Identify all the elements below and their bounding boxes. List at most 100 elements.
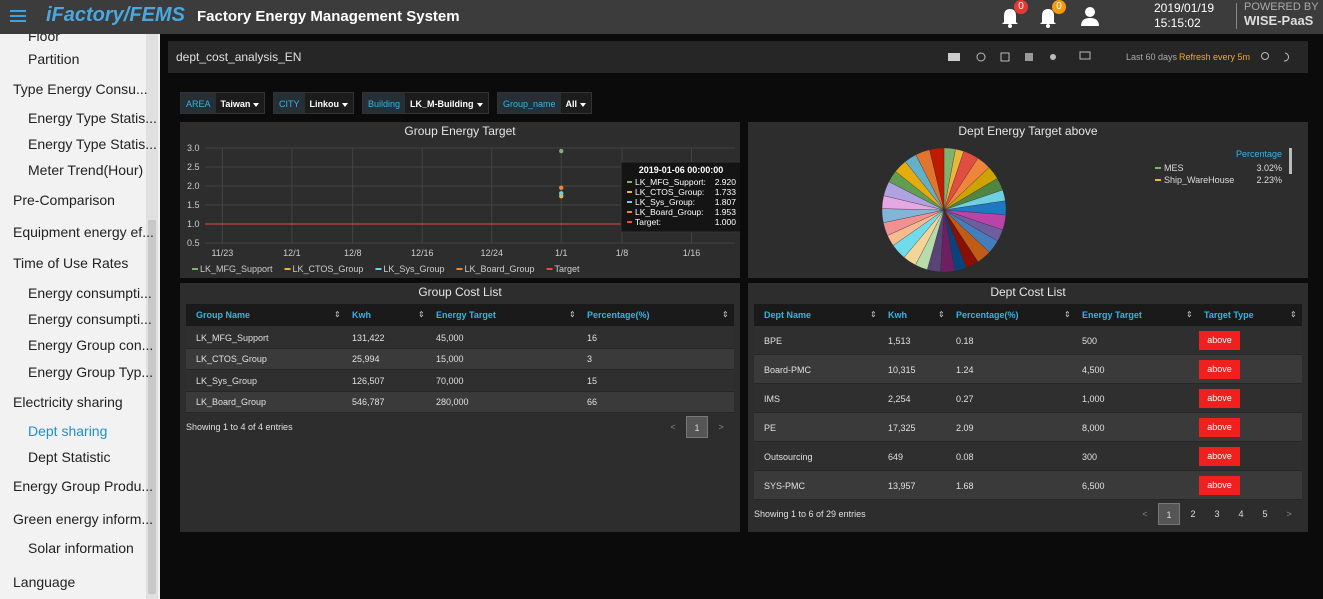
filter-value[interactable]: Taiwan — [216, 93, 265, 113]
menu-item[interactable]: Pre-Comparison — [13, 192, 115, 208]
table-cell: 546,787 — [352, 397, 385, 408]
refresh[interactable]: Refresh every 5m — [1179, 52, 1251, 62]
column-header[interactable]: Group Name — [196, 310, 251, 320]
menu-item[interactable]: Language — [13, 574, 76, 590]
page-button[interactable]: < — [1142, 509, 1148, 519]
table-header — [754, 304, 1302, 326]
sort-icon[interactable]: ⇕ — [1064, 310, 1071, 319]
tooltip-label: LK_Sys_Group: — [635, 197, 695, 207]
table-cell: 1.68 — [956, 480, 974, 491]
filter[interactable]: Building LK_M-Building — [362, 92, 489, 114]
caret — [253, 102, 260, 107]
menu-item[interactable]: Energy consumpti... — [28, 285, 152, 301]
menu-item[interactable]: Energy Group Produ... — [13, 478, 154, 494]
pie-slice[interactable] — [929, 147, 945, 211]
panel-title: Group Energy Target — [404, 124, 516, 138]
scroll-thumb[interactable] — [148, 220, 156, 594]
table-cell: 3 — [587, 354, 593, 365]
legend-label[interactable]: MES — [1164, 163, 1184, 173]
legend-label[interactable]: Target — [555, 264, 581, 274]
menu-item[interactable]: Energy Group con... — [28, 337, 154, 353]
table-cell: 15,000 — [436, 354, 464, 365]
column-header[interactable]: Percentage(%) — [587, 310, 650, 320]
sort-icon[interactable]: ⇕ — [870, 310, 877, 319]
legend-label[interactable]: LK_MFG_Support — [200, 264, 273, 274]
x-tick-label: 12/8 — [344, 248, 362, 258]
sort-icon[interactable]: ⇕ — [1290, 310, 1297, 319]
column-header[interactable]: Target Type — [1204, 310, 1254, 320]
caret — [476, 102, 483, 107]
filter[interactable]: CITY Linkou — [273, 92, 355, 114]
page-button[interactable]: > — [718, 422, 724, 432]
toolbar-icons[interactable] — [943, 49, 1083, 65]
menu-item[interactable]: Type Energy Consu... — [13, 81, 148, 97]
legend-label[interactable]: Ship_WareHouse — [1164, 175, 1234, 185]
time-range[interactable]: Last 60 days — [1126, 52, 1178, 62]
user-icon[interactable] — [1080, 6, 1100, 26]
tooltip-label: Target: — [635, 217, 661, 227]
menu-item[interactable]: Equipment energy ef... — [13, 224, 154, 240]
filter-value[interactable]: LK_M-Building — [405, 93, 488, 113]
sort-icon[interactable]: ⇕ — [722, 310, 729, 319]
legend-label[interactable]: LK_Sys_Group — [383, 264, 444, 274]
menu-item[interactable]: Green energy inform... — [13, 511, 154, 527]
filter[interactable]: AREA Taiwan — [180, 92, 266, 114]
y-tick-label: 1.5 — [187, 200, 200, 210]
sidebar: Floor Partition Type Energy Consu... Energy… — [0, 34, 160, 599]
column-header[interactable]: Kwh — [888, 310, 907, 320]
menu-item[interactable]: Solar information — [28, 540, 134, 556]
y-tick-label: 0.5 — [187, 238, 200, 248]
column-header[interactable]: Energy Target — [436, 310, 496, 320]
menu-item[interactable]: Partition — [28, 51, 80, 67]
filter-value[interactable]: Linkou — [305, 93, 354, 113]
alert-icon[interactable] — [1000, 6, 1022, 28]
sort-icon[interactable]: ⇕ — [569, 310, 576, 319]
legend-value: 2.23% — [1256, 175, 1282, 185]
sort-icon[interactable]: ⇕ — [334, 310, 341, 319]
legend-label[interactable]: LK_CTOS_Group — [293, 264, 364, 274]
menu-item[interactable]: Dept sharing — [28, 423, 108, 439]
tooltip-label: LK_CTOS_Group: — [635, 187, 704, 197]
page-button[interactable]: 1 — [1158, 503, 1180, 525]
sort-icon[interactable]: ⇕ — [1186, 310, 1193, 319]
sort-icon[interactable]: ⇕ — [418, 310, 425, 319]
page-button[interactable]: > — [1286, 509, 1292, 519]
menu-item[interactable]: Electricity sharing — [13, 394, 123, 410]
column-header[interactable]: Percentage(%) — [956, 310, 1019, 320]
screen-icon[interactable] — [1078, 49, 1094, 65]
page-button[interactable]: 4 — [1238, 509, 1244, 519]
menu-item[interactable]: Floor — [28, 34, 60, 44]
legend-label[interactable]: LK_Board_Group — [464, 264, 534, 274]
filters: AREA Taiwan CITY Linkou Building LK_M-Buildin… — [180, 92, 780, 114]
menu-item[interactable]: Energy Type Statis... — [28, 136, 157, 152]
header: iFactory/FEMS Factory Energy Management … — [0, 0, 1323, 34]
menu-icon[interactable] — [10, 9, 28, 25]
alert-icon[interactable] — [1038, 6, 1060, 28]
column-header[interactable]: Energy Target — [1082, 310, 1142, 320]
panel-title: Group Cost List — [418, 285, 502, 299]
zoom-icons[interactable] — [1258, 49, 1298, 65]
table-cell: 4,500 — [1082, 364, 1105, 375]
menu-item[interactable]: Meter Trend(Hour) — [28, 162, 144, 178]
page-button[interactable]: 5 — [1262, 509, 1268, 519]
panel-title: Dept Energy Target above — [958, 124, 1098, 138]
column-header[interactable]: Kwh — [352, 310, 371, 320]
menu-item[interactable]: Energy Type Statis... — [28, 110, 157, 126]
menu-item[interactable]: Time of Use Rates — [13, 255, 129, 271]
tooltip-box — [620, 161, 740, 233]
menu-item[interactable]: Energy Group Typ... — [28, 364, 154, 380]
page-button[interactable]: 2 — [1190, 509, 1196, 519]
legend-scroll — [1289, 148, 1292, 174]
filter-value[interactable]: All — [561, 93, 592, 113]
sort-icon[interactable]: ⇕ — [938, 310, 945, 319]
page-button[interactable]: 3 — [1214, 509, 1220, 519]
column-header[interactable]: Dept Name — [764, 310, 812, 320]
menu-item[interactable]: Dept Statistic — [28, 449, 111, 465]
page-button[interactable]: 1 — [686, 416, 708, 438]
table-cell: 0.18 — [956, 335, 974, 346]
filter[interactable]: Group_name All — [497, 92, 593, 114]
page-button[interactable]: < — [670, 422, 676, 432]
target-badge: above — [1199, 476, 1240, 495]
filter-value-text: Linkou — [309, 99, 340, 109]
menu-item[interactable]: Energy consumpti... — [28, 311, 152, 327]
